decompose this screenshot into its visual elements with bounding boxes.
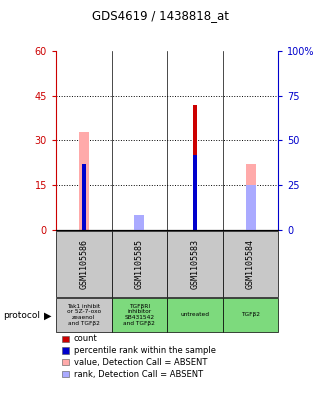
- Bar: [223, 231, 278, 297]
- Text: GSM1105586: GSM1105586: [79, 239, 88, 289]
- Text: rank, Detection Call = ABSENT: rank, Detection Call = ABSENT: [74, 370, 203, 378]
- Bar: [134, 215, 144, 230]
- Text: TGFβ2: TGFβ2: [241, 312, 260, 317]
- Bar: [112, 298, 167, 332]
- Bar: [56, 298, 112, 332]
- Bar: [134, 218, 144, 230]
- Bar: [193, 155, 197, 230]
- Bar: [167, 231, 223, 297]
- Text: value, Detection Call = ABSENT: value, Detection Call = ABSENT: [74, 358, 207, 367]
- Text: GSM1105585: GSM1105585: [135, 239, 144, 289]
- Text: count: count: [74, 334, 97, 343]
- Text: GSM1105583: GSM1105583: [190, 239, 199, 289]
- Bar: [79, 132, 89, 230]
- Bar: [167, 298, 223, 332]
- Text: Tak1 inhibit
or 5Z-7-oxo
zeaenol
and TGFβ2: Tak1 inhibit or 5Z-7-oxo zeaenol and TGF…: [67, 304, 101, 326]
- Bar: [223, 298, 278, 332]
- Bar: [56, 231, 112, 297]
- Bar: [245, 164, 256, 230]
- Text: TGFβRI
inhibitor
SB431542
and TGFβ2: TGFβRI inhibitor SB431542 and TGFβ2: [124, 304, 155, 326]
- Text: untreated: untreated: [180, 312, 210, 317]
- Text: GDS4619 / 1438818_at: GDS4619 / 1438818_at: [92, 9, 228, 22]
- Text: GSM1105584: GSM1105584: [246, 239, 255, 289]
- Text: protocol: protocol: [3, 311, 40, 320]
- Bar: [112, 231, 167, 297]
- Text: percentile rank within the sample: percentile rank within the sample: [74, 346, 216, 355]
- Text: ▶: ▶: [44, 310, 51, 321]
- Bar: [82, 164, 86, 230]
- Bar: [245, 185, 256, 230]
- Bar: [193, 105, 197, 230]
